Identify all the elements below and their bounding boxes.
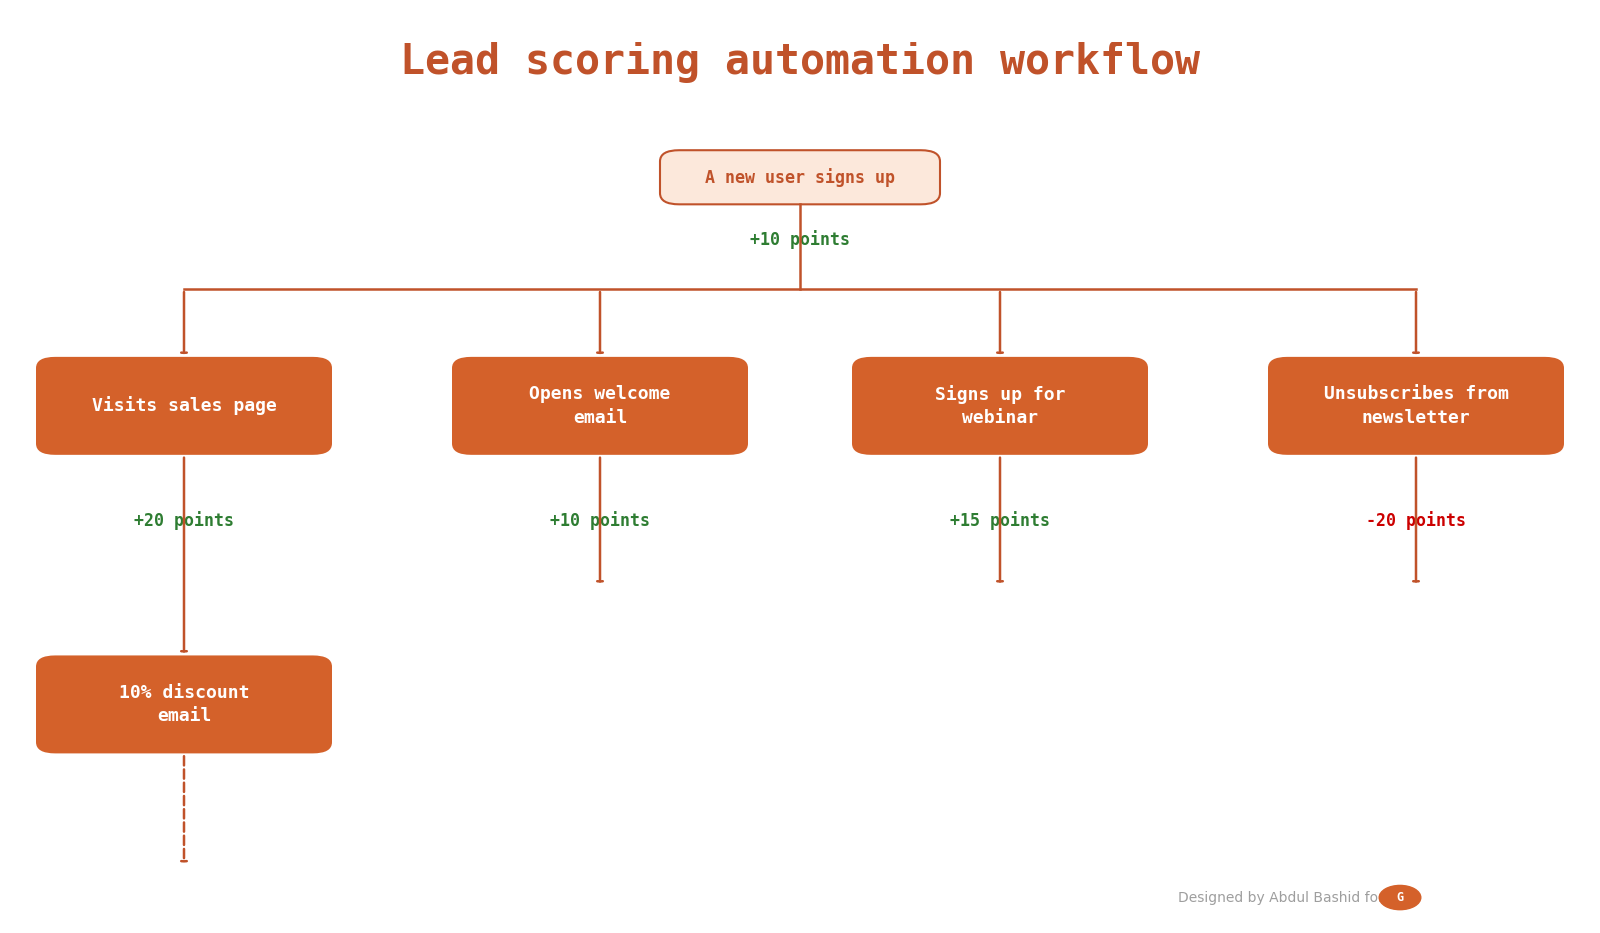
Bar: [0, 0, 1600, 42]
FancyBboxPatch shape: [851, 357, 1149, 455]
Text: 10% discount
email: 10% discount email: [118, 684, 250, 725]
Text: +10 points: +10 points: [750, 230, 850, 249]
Text: Designed by Abdul Bashid for: Designed by Abdul Bashid for: [1178, 890, 1384, 905]
Text: Unsubscribes from
newsletter: Unsubscribes from newsletter: [1323, 385, 1509, 426]
Text: Opens welcome
email: Opens welcome email: [530, 385, 670, 426]
Text: A new user signs up: A new user signs up: [706, 168, 894, 187]
FancyBboxPatch shape: [37, 655, 333, 754]
FancyBboxPatch shape: [661, 150, 939, 204]
Text: +10 points: +10 points: [550, 510, 650, 530]
Text: +20 points: +20 points: [134, 510, 234, 530]
Text: Lead scoring automation workflow: Lead scoring automation workflow: [400, 38, 1200, 83]
Text: -20 points: -20 points: [1366, 510, 1466, 530]
Text: Visits sales page: Visits sales page: [91, 397, 277, 415]
FancyBboxPatch shape: [451, 357, 749, 455]
Text: G: G: [1397, 891, 1403, 904]
Text: Signs up for
webinar: Signs up for webinar: [934, 384, 1066, 427]
Text: +15 points: +15 points: [950, 510, 1050, 530]
FancyBboxPatch shape: [1267, 357, 1565, 455]
Circle shape: [1379, 885, 1421, 910]
FancyBboxPatch shape: [37, 357, 333, 455]
